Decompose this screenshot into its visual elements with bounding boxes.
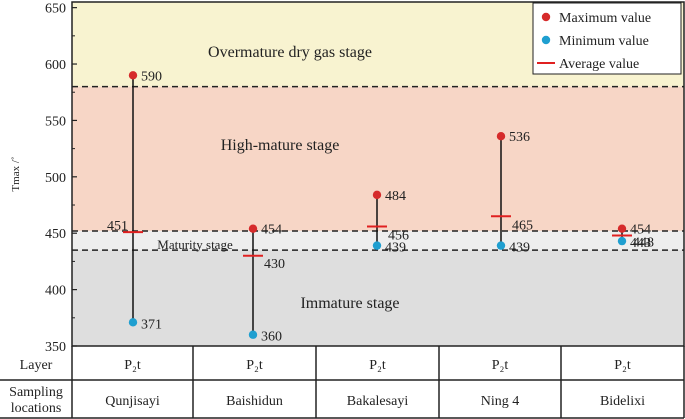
legend-min-marker <box>541 35 551 45</box>
y-tick-label: 400 <box>45 284 66 299</box>
sampling-header: Sampling locations <box>9 385 63 416</box>
y-tick-label: 350 <box>45 340 66 355</box>
stage-label: Immature stage <box>300 295 399 312</box>
layer-header: Layer <box>20 358 53 373</box>
max-value-label: 454 <box>261 223 282 238</box>
max-point <box>372 190 382 200</box>
avg-value-label: 451 <box>107 219 128 234</box>
layer-cell: P₂t <box>124 358 141 373</box>
legend: Maximum value Minimum value Average value <box>532 2 682 75</box>
layer-cell: P₂t <box>492 358 509 373</box>
plot-frame <box>71 1 685 347</box>
y-tick-label: 650 <box>45 2 66 17</box>
min-value-label: 371 <box>141 317 162 332</box>
bottom-table: Layer Sampling locations P₂t Qunjisayi P₂t Bai… <box>0 346 685 419</box>
location-cell: Qunjisayi <box>105 394 160 409</box>
avg-value-label: 448 <box>633 235 654 250</box>
max-value-label: 536 <box>509 130 530 145</box>
min-value-label: 439 <box>385 241 406 256</box>
layer-cell: P₂t <box>614 358 631 373</box>
sampling-header-line: locations <box>11 401 62 416</box>
min-point <box>248 330 258 339</box>
y-axis: 350 400 450 500 550 600 650 Tmax /˚ <box>10 1 685 355</box>
stage-band <box>72 250 684 346</box>
max-value-label: 590 <box>141 69 162 84</box>
max-point <box>496 132 506 141</box>
location-cell: Baishidun <box>226 394 283 409</box>
y-tick-label: 450 <box>45 227 66 242</box>
avg-value-label: 456 <box>388 228 409 243</box>
y-axis-label: Tmax /˚ <box>10 156 22 191</box>
min-point <box>128 318 138 327</box>
min-value-label: 439 <box>509 241 530 256</box>
location-cell: Bidelixi <box>600 394 645 409</box>
min-value-label: 360 <box>261 330 282 345</box>
stage-label: Maturity stage <box>157 237 233 252</box>
max-value-label: 454 <box>630 223 651 238</box>
y-tick-label: 550 <box>45 114 66 129</box>
legend-min-label: Minimum value <box>559 34 649 49</box>
location-cell: Bakalesayi <box>347 394 409 409</box>
min-point <box>372 241 382 250</box>
max-point <box>128 71 138 80</box>
y-tick-label: 500 <box>45 171 66 186</box>
stage-labels: Overmature dry gas stage High-mature stag… <box>157 44 399 312</box>
min-point <box>496 241 506 250</box>
location-cell: Ning 4 <box>481 394 520 409</box>
max-point <box>617 224 627 233</box>
legend-box <box>532 2 682 75</box>
max-value-label: 484 <box>385 189 406 204</box>
legend-max-label: Maximum value <box>559 11 651 26</box>
avg-value-label: 430 <box>264 257 285 272</box>
sampling-header-line: Sampling <box>9 385 63 400</box>
legend-avg-label: Average value <box>559 57 639 72</box>
avg-value-label: 465 <box>512 218 533 233</box>
stage-label: Overmature dry gas stage <box>208 44 372 61</box>
stage-boundaries <box>72 85 684 251</box>
layer-cell: P₂t <box>246 358 263 373</box>
y-tick-label: 600 <box>45 58 66 73</box>
stage-label: High-mature stage <box>221 137 340 154</box>
max-point <box>248 224 258 233</box>
stage-band <box>72 86 684 231</box>
stage-band <box>72 230 684 251</box>
legend-max-marker <box>541 12 551 22</box>
min-value-label: 443 <box>630 236 651 251</box>
min-point <box>617 236 627 246</box>
layer-cell: P₂t <box>369 358 386 373</box>
